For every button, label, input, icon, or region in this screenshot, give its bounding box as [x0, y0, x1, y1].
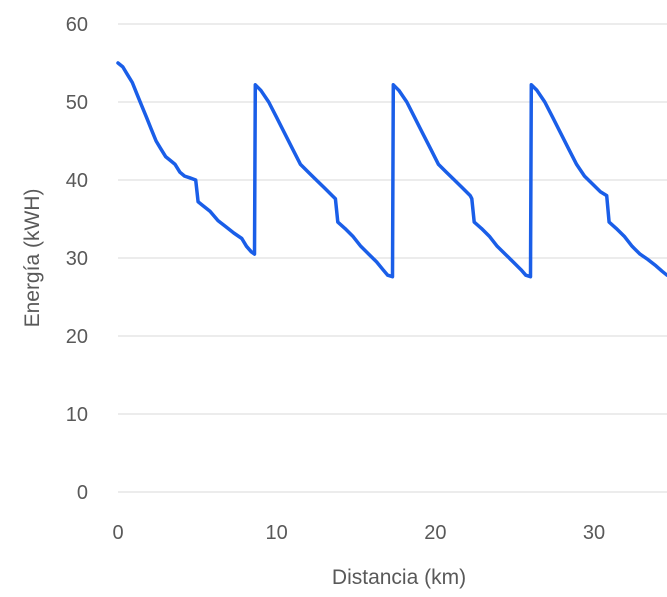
- y-tick-label: 30: [66, 248, 88, 270]
- y-tick-label: 60: [66, 14, 88, 36]
- x-tick-label: 0: [112, 522, 123, 544]
- x-axis-title: Distancia (km): [332, 566, 466, 589]
- x-tick-label: 30: [583, 522, 605, 544]
- y-axis-ticks: 0 10 20 30 40 50 60: [66, 14, 88, 504]
- x-axis-ticks: 0 10 20 30: [112, 522, 605, 544]
- x-tick-label: 20: [424, 522, 446, 544]
- y-tick-label: 20: [66, 326, 88, 348]
- y-tick-label: 40: [66, 170, 88, 192]
- y-axis-title: Energía (kWH): [21, 189, 44, 328]
- series-layer: [116, 61, 667, 279]
- series-line-energy: [116, 61, 667, 279]
- y-tick-label: 10: [66, 404, 88, 426]
- y-tick-label: 50: [66, 92, 88, 114]
- y-tick-label: 0: [77, 482, 88, 504]
- x-tick-label: 10: [266, 522, 288, 544]
